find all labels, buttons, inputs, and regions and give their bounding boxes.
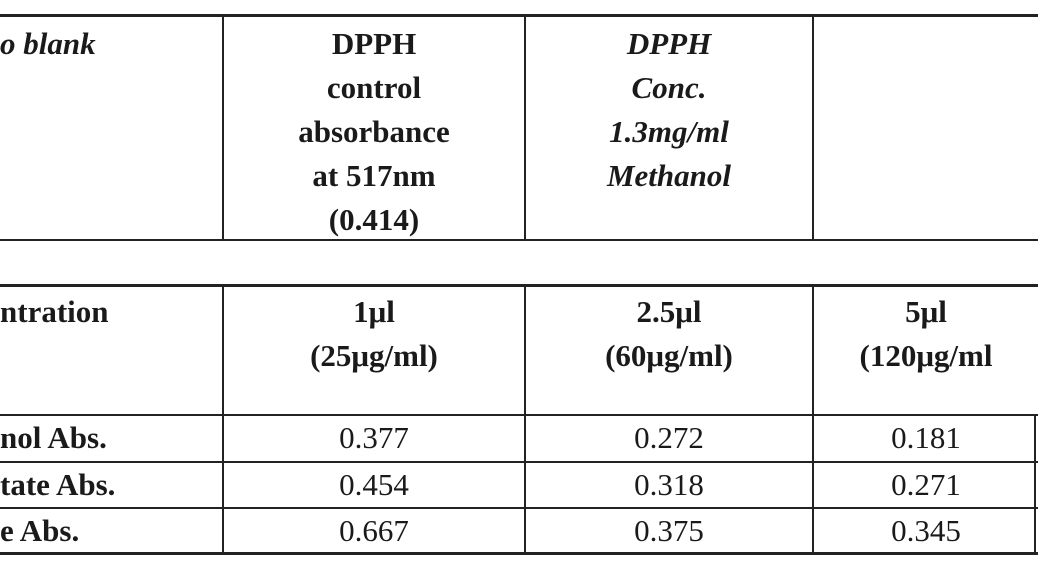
- table-cell: 0.318: [634, 467, 704, 502]
- table-border: [0, 461, 1038, 463]
- cell-text: o blank: [0, 26, 96, 61]
- cell-text: DPPH: [626, 26, 712, 61]
- table-border: [524, 285, 526, 553]
- cell-text: Methanol: [606, 158, 732, 193]
- cell-text: at 517nm: [312, 158, 436, 193]
- cell-text: 1μl: [353, 294, 395, 329]
- table-border: [1034, 414, 1036, 553]
- table-cell: 0.377: [339, 420, 409, 455]
- table-border: [222, 15, 224, 240]
- cell-text: 5μl: [905, 294, 947, 329]
- table-cell: 2.5μl (60μg/ml): [526, 290, 812, 378]
- table-cell: 5μl (120μg/ml: [814, 290, 1038, 378]
- table-cell: ntration: [0, 290, 222, 334]
- cell-text: (120μg/ml: [859, 338, 993, 373]
- table-cell: 0.271: [891, 467, 961, 502]
- table-border: [0, 239, 1038, 241]
- cell-text: DPPH: [331, 26, 417, 61]
- table-cell: tate Abs.: [0, 467, 116, 502]
- table-border: [812, 285, 814, 553]
- cell-text: (60μg/ml): [605, 338, 733, 373]
- table-border: [0, 507, 1038, 509]
- table-cell: e Abs.: [0, 513, 80, 548]
- table-cell: o blank: [0, 22, 222, 66]
- table-cell: DPPH Conc. 1.3mg/ml Methanol: [526, 22, 812, 198]
- table-cell: 1μl (25μg/ml): [224, 290, 524, 378]
- table-border: [0, 14, 1038, 17]
- table-cell: DPPH control absorbance at 517nm (0.414): [224, 22, 524, 242]
- table-cell: nol Abs.: [0, 420, 107, 455]
- cell-text: Conc.: [631, 70, 707, 105]
- table-border: [0, 552, 1038, 555]
- cell-text: (25μg/ml): [310, 338, 438, 373]
- table-cell: 0.345: [891, 513, 961, 548]
- table-cell: 0.375: [634, 513, 704, 548]
- table-border: [0, 284, 1038, 287]
- table-border: [524, 15, 526, 240]
- cell-text: ntration: [0, 294, 109, 329]
- table-border: [812, 15, 814, 240]
- table-cell: 0.667: [339, 513, 409, 548]
- table-cell: 0.181: [891, 420, 961, 455]
- table-cell: 0.454: [339, 467, 409, 502]
- table-border: [0, 414, 1038, 416]
- cell-text: (0.414): [328, 202, 420, 237]
- table-cell: 0.272: [634, 420, 704, 455]
- cell-text: 2.5μl: [636, 294, 702, 329]
- cell-text: control: [326, 70, 422, 105]
- cell-text: absorbance: [298, 114, 450, 149]
- table-border: [222, 285, 224, 553]
- cell-text: 1.3mg/ml: [609, 114, 729, 149]
